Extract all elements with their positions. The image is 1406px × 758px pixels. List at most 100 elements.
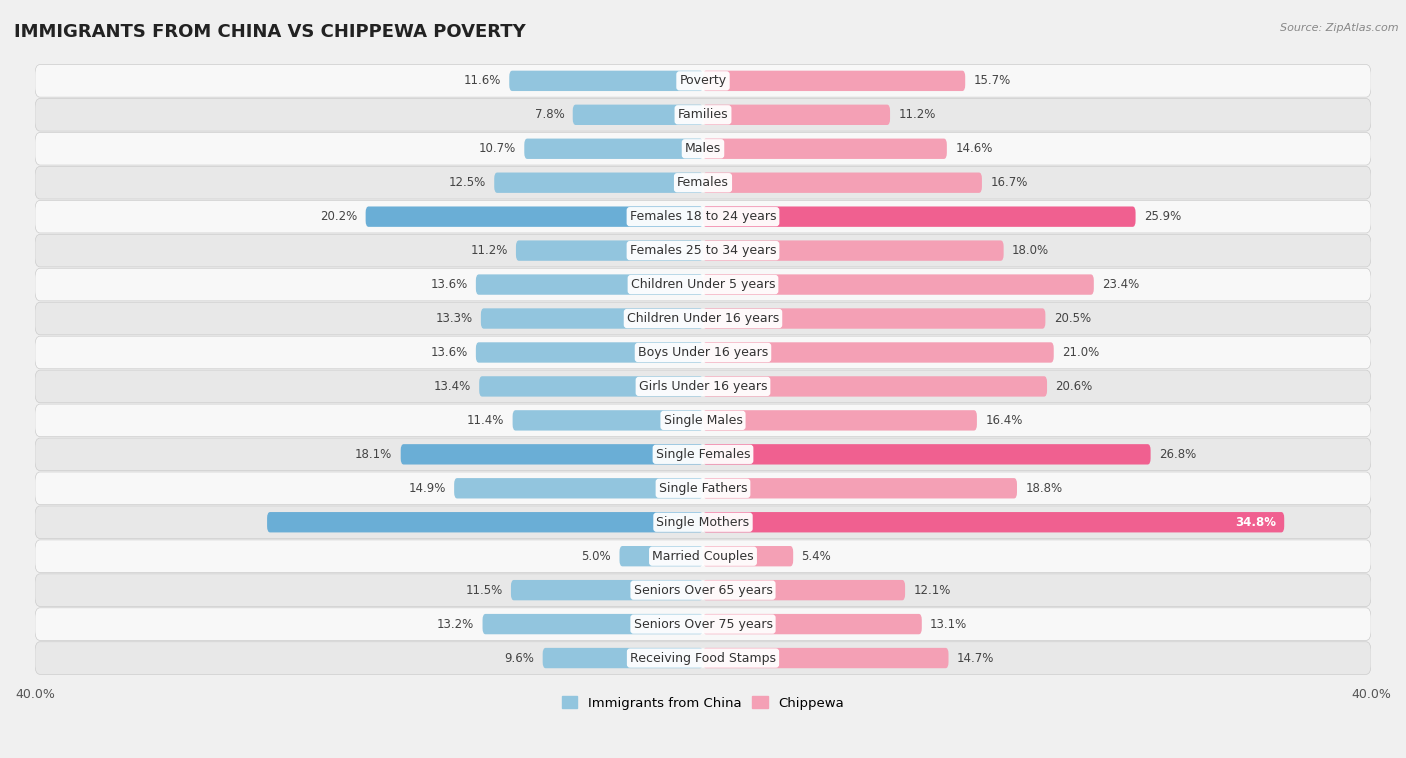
Text: 16.7%: 16.7%: [990, 176, 1028, 190]
Text: 16.4%: 16.4%: [986, 414, 1022, 427]
FancyBboxPatch shape: [35, 574, 1371, 606]
FancyBboxPatch shape: [703, 274, 1094, 295]
FancyBboxPatch shape: [481, 309, 703, 329]
Text: Families: Families: [678, 108, 728, 121]
Text: IMMIGRANTS FROM CHINA VS CHIPPEWA POVERTY: IMMIGRANTS FROM CHINA VS CHIPPEWA POVERT…: [14, 23, 526, 41]
Legend: Immigrants from China, Chippewa: Immigrants from China, Chippewa: [557, 691, 849, 715]
FancyBboxPatch shape: [510, 580, 703, 600]
Text: Seniors Over 65 years: Seniors Over 65 years: [634, 584, 772, 597]
FancyBboxPatch shape: [620, 546, 703, 566]
FancyBboxPatch shape: [35, 268, 1371, 301]
FancyBboxPatch shape: [35, 167, 1371, 199]
Text: 12.1%: 12.1%: [914, 584, 950, 597]
FancyBboxPatch shape: [703, 309, 1046, 329]
FancyBboxPatch shape: [495, 173, 703, 193]
Text: Single Mothers: Single Mothers: [657, 515, 749, 529]
Text: Females: Females: [678, 176, 728, 190]
Text: 20.6%: 20.6%: [1056, 380, 1092, 393]
Text: 20.2%: 20.2%: [321, 210, 357, 223]
FancyBboxPatch shape: [35, 642, 1371, 675]
FancyBboxPatch shape: [703, 206, 1136, 227]
Text: Children Under 16 years: Children Under 16 years: [627, 312, 779, 325]
FancyBboxPatch shape: [572, 105, 703, 125]
FancyBboxPatch shape: [475, 274, 703, 295]
Text: Single Females: Single Females: [655, 448, 751, 461]
Text: 20.5%: 20.5%: [1053, 312, 1091, 325]
FancyBboxPatch shape: [35, 472, 1371, 505]
Text: Children Under 5 years: Children Under 5 years: [631, 278, 775, 291]
FancyBboxPatch shape: [703, 105, 890, 125]
FancyBboxPatch shape: [703, 376, 1047, 396]
FancyBboxPatch shape: [35, 370, 1371, 402]
Text: 13.3%: 13.3%: [436, 312, 472, 325]
Text: 7.8%: 7.8%: [534, 108, 564, 121]
FancyBboxPatch shape: [524, 139, 703, 159]
Text: 11.2%: 11.2%: [898, 108, 936, 121]
FancyBboxPatch shape: [516, 240, 703, 261]
Text: Females 18 to 24 years: Females 18 to 24 years: [630, 210, 776, 223]
Text: 13.1%: 13.1%: [931, 618, 967, 631]
Text: 11.4%: 11.4%: [467, 414, 505, 427]
Text: 14.9%: 14.9%: [408, 482, 446, 495]
Text: 11.6%: 11.6%: [464, 74, 501, 87]
Text: 13.2%: 13.2%: [437, 618, 474, 631]
FancyBboxPatch shape: [482, 614, 703, 634]
FancyBboxPatch shape: [35, 234, 1371, 267]
Text: 34.8%: 34.8%: [1234, 515, 1275, 529]
FancyBboxPatch shape: [35, 337, 1371, 369]
FancyBboxPatch shape: [703, 444, 1150, 465]
FancyBboxPatch shape: [35, 540, 1371, 572]
FancyBboxPatch shape: [35, 302, 1371, 335]
FancyBboxPatch shape: [703, 240, 1004, 261]
FancyBboxPatch shape: [703, 343, 1053, 362]
Text: Poverty: Poverty: [679, 74, 727, 87]
Text: 13.6%: 13.6%: [430, 278, 468, 291]
FancyBboxPatch shape: [35, 133, 1371, 165]
Text: Single Fathers: Single Fathers: [659, 482, 747, 495]
Text: 13.6%: 13.6%: [430, 346, 468, 359]
FancyBboxPatch shape: [543, 648, 703, 669]
Text: 12.5%: 12.5%: [449, 176, 486, 190]
Text: Single Males: Single Males: [664, 414, 742, 427]
FancyBboxPatch shape: [703, 139, 946, 159]
Text: Seniors Over 75 years: Seniors Over 75 years: [634, 618, 772, 631]
FancyBboxPatch shape: [35, 608, 1371, 641]
FancyBboxPatch shape: [703, 648, 949, 669]
Text: 5.0%: 5.0%: [582, 550, 612, 562]
FancyBboxPatch shape: [35, 506, 1371, 538]
Text: Girls Under 16 years: Girls Under 16 years: [638, 380, 768, 393]
Text: 23.4%: 23.4%: [1102, 278, 1139, 291]
FancyBboxPatch shape: [475, 343, 703, 362]
FancyBboxPatch shape: [267, 512, 703, 532]
Text: 13.4%: 13.4%: [433, 380, 471, 393]
Text: 9.6%: 9.6%: [505, 652, 534, 665]
Text: 18.1%: 18.1%: [356, 448, 392, 461]
FancyBboxPatch shape: [703, 512, 1284, 532]
Text: 18.0%: 18.0%: [1012, 244, 1049, 257]
Text: 14.7%: 14.7%: [957, 652, 994, 665]
Text: Boys Under 16 years: Boys Under 16 years: [638, 346, 768, 359]
FancyBboxPatch shape: [703, 614, 922, 634]
Text: Source: ZipAtlas.com: Source: ZipAtlas.com: [1281, 23, 1399, 33]
FancyBboxPatch shape: [703, 173, 981, 193]
FancyBboxPatch shape: [703, 580, 905, 600]
FancyBboxPatch shape: [35, 438, 1371, 471]
FancyBboxPatch shape: [703, 478, 1017, 499]
Text: 26.8%: 26.8%: [1159, 448, 1197, 461]
Text: 15.7%: 15.7%: [973, 74, 1011, 87]
Text: 11.2%: 11.2%: [470, 244, 508, 257]
Text: Receiving Food Stamps: Receiving Food Stamps: [630, 652, 776, 665]
FancyBboxPatch shape: [366, 206, 703, 227]
FancyBboxPatch shape: [35, 99, 1371, 131]
Text: Married Couples: Married Couples: [652, 550, 754, 562]
Text: 26.1%: 26.1%: [654, 515, 695, 529]
Text: 25.9%: 25.9%: [1144, 210, 1181, 223]
FancyBboxPatch shape: [513, 410, 703, 431]
Text: 18.8%: 18.8%: [1025, 482, 1063, 495]
Text: 5.4%: 5.4%: [801, 550, 831, 562]
FancyBboxPatch shape: [479, 376, 703, 396]
Text: 14.6%: 14.6%: [955, 143, 993, 155]
FancyBboxPatch shape: [35, 200, 1371, 233]
FancyBboxPatch shape: [703, 410, 977, 431]
FancyBboxPatch shape: [509, 70, 703, 91]
